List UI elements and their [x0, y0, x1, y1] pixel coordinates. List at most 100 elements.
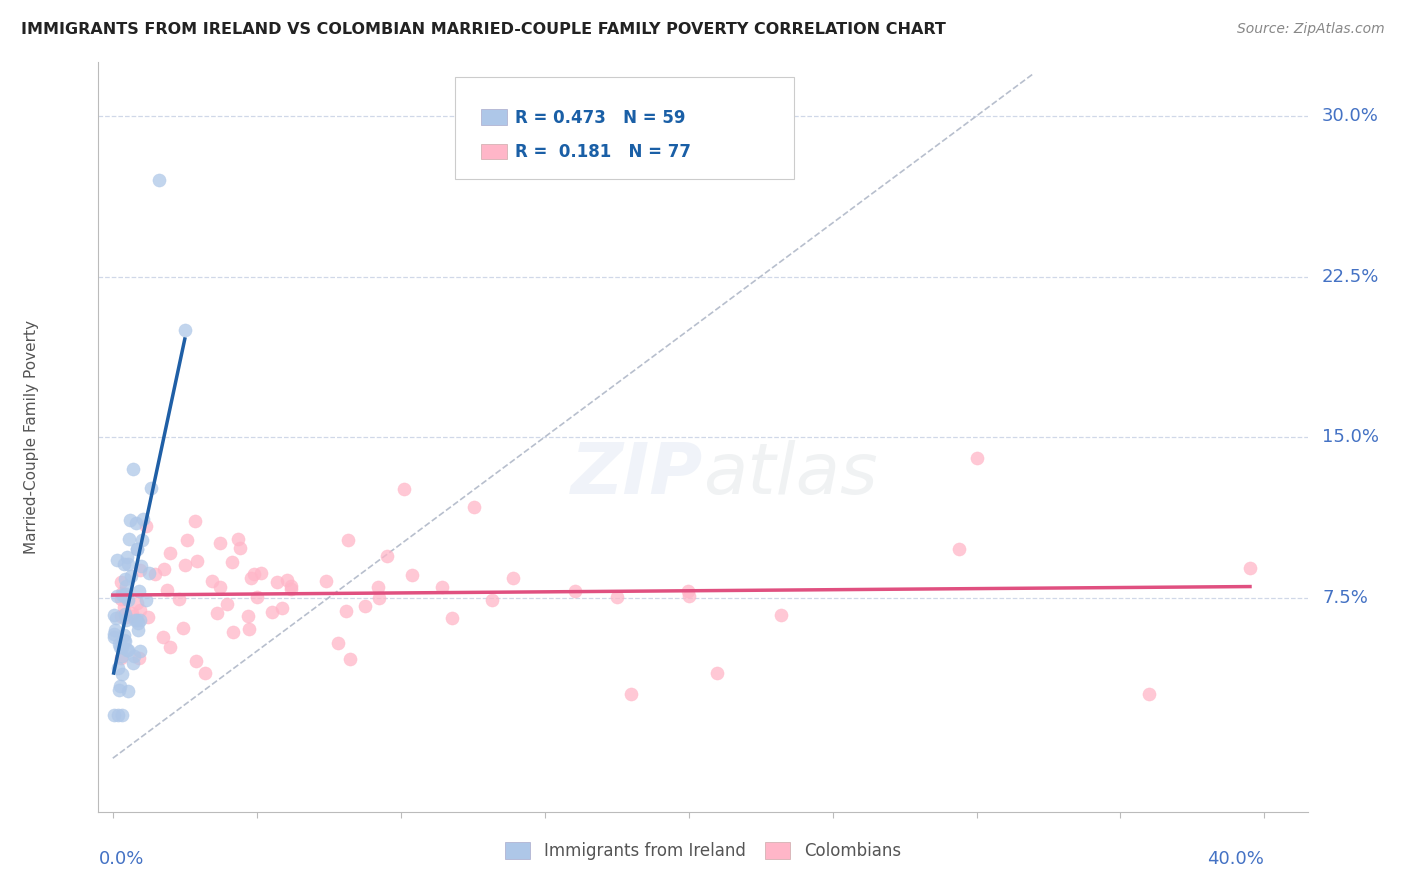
Text: R = 0.473   N = 59: R = 0.473 N = 59 [516, 109, 686, 127]
Point [125, 613, 148, 627]
Text: 22.5%: 22.5% [1322, 268, 1379, 285]
Point [128, 603, 150, 617]
Point [209, 580, 232, 594]
Text: ZIP: ZIP [571, 440, 703, 509]
Point [138, 566, 160, 580]
Point [112, 628, 135, 642]
Point [229, 541, 252, 555]
Point [183, 514, 205, 528]
Point [104, 623, 127, 637]
Point [966, 451, 988, 466]
Text: 15.0%: 15.0% [1322, 428, 1379, 446]
Point [103, 708, 125, 723]
Point [176, 533, 198, 547]
Point [122, 656, 145, 670]
Point [124, 613, 146, 627]
Point [114, 634, 136, 648]
Point [110, 588, 132, 602]
Point [110, 609, 132, 624]
Point [105, 589, 128, 603]
Point [110, 650, 132, 665]
Point [115, 549, 138, 564]
Point [606, 590, 628, 604]
Text: atlas: atlas [703, 440, 877, 509]
Point [173, 323, 195, 337]
Point [114, 579, 136, 593]
Point [167, 591, 190, 606]
Point [148, 173, 170, 187]
Point [246, 590, 269, 604]
Point [201, 574, 224, 588]
Point [172, 621, 194, 635]
Text: 30.0%: 30.0% [1322, 107, 1379, 125]
Point [108, 637, 131, 651]
Point [115, 587, 138, 601]
Point [111, 640, 134, 654]
Point [706, 665, 728, 680]
Point [115, 614, 138, 628]
Point [132, 512, 155, 526]
Point [339, 652, 361, 666]
Point [143, 566, 166, 581]
Point [502, 572, 524, 586]
Point [186, 554, 208, 568]
Point [128, 614, 150, 628]
Point [392, 482, 415, 496]
Point [948, 541, 970, 556]
Point [481, 593, 503, 607]
Point [266, 574, 288, 589]
Point [276, 573, 298, 587]
Point [159, 546, 181, 560]
Point [238, 623, 260, 637]
Point [107, 708, 129, 723]
Point [127, 616, 149, 631]
Point [280, 582, 302, 596]
Point [354, 599, 377, 613]
Point [221, 555, 243, 569]
Point [141, 481, 163, 495]
Point [112, 599, 135, 614]
Point [226, 532, 249, 546]
Point [111, 666, 134, 681]
Text: R =  0.181   N = 77: R = 0.181 N = 77 [516, 144, 692, 161]
Point [194, 665, 217, 680]
Point [110, 575, 132, 590]
Text: 7.5%: 7.5% [1322, 589, 1368, 607]
Point [249, 566, 271, 581]
Point [125, 542, 148, 557]
Point [271, 600, 294, 615]
Point [441, 611, 464, 625]
Point [326, 636, 349, 650]
Point [121, 607, 143, 621]
Point [110, 640, 132, 655]
FancyBboxPatch shape [481, 109, 508, 125]
Point [430, 580, 453, 594]
Point [564, 583, 586, 598]
Point [186, 654, 208, 668]
Point [335, 604, 357, 618]
Point [111, 585, 134, 599]
Legend: Immigrants from Ireland, Colombians: Immigrants from Ireland, Colombians [499, 836, 907, 867]
Point [118, 533, 141, 547]
Point [104, 611, 127, 625]
Point [125, 516, 148, 530]
Point [117, 557, 139, 571]
Point [128, 651, 150, 665]
Point [1137, 687, 1160, 701]
Point [112, 633, 135, 648]
Point [108, 679, 131, 693]
Point [117, 593, 139, 607]
Point [222, 625, 245, 640]
Point [240, 572, 263, 586]
FancyBboxPatch shape [481, 144, 508, 159]
Point [115, 643, 138, 657]
Point [315, 574, 337, 589]
Point [208, 536, 231, 550]
Point [122, 462, 145, 476]
Point [112, 589, 135, 603]
Text: Married-Couple Family Poverty: Married-Couple Family Poverty [24, 320, 39, 554]
Point [174, 558, 197, 573]
Point [367, 591, 389, 606]
Text: IMMIGRANTS FROM IRELAND VS COLOMBIAN MARRIED-COUPLE FAMILY POVERTY CORRELATION C: IMMIGRANTS FROM IRELAND VS COLOMBIAN MAR… [21, 22, 946, 37]
Point [236, 609, 259, 624]
